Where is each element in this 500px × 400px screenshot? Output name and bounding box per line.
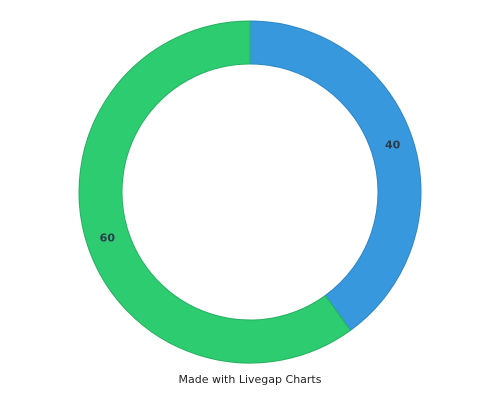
data-label-60: 60 [100, 231, 116, 244]
labels-group: 40 60 [100, 139, 401, 245]
donut-slice-60[interactable] [78, 20, 352, 364]
slices-group [78, 20, 422, 364]
data-label-40: 40 [385, 139, 401, 152]
credit-text: Made with Livegap Charts [178, 373, 322, 386]
donut-slice-40[interactable] [249, 20, 422, 332]
